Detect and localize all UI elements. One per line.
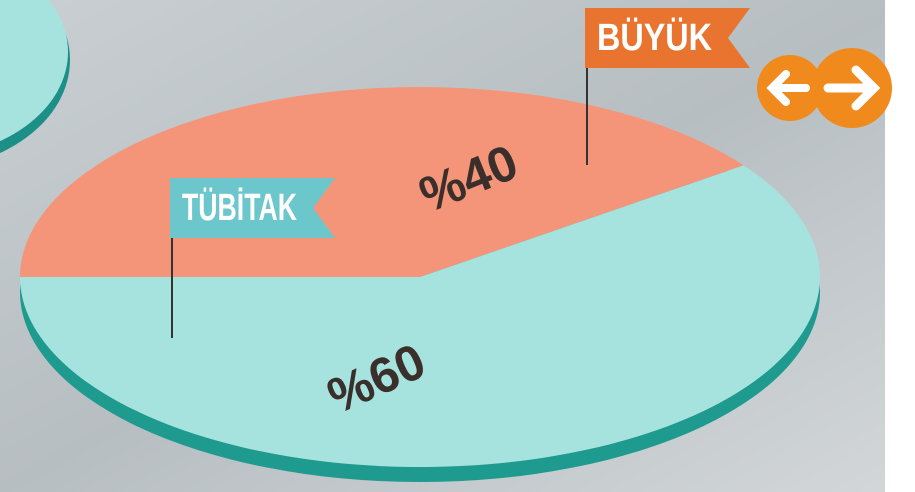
edge (885, 0, 915, 492)
flag (585, 8, 750, 68)
pie-slice (20, 165, 820, 467)
arrow-right-icon (823, 65, 881, 111)
flag (170, 178, 335, 238)
category-label: TÜBİTAK (182, 186, 297, 229)
decor-pie (0, 0, 68, 142)
category-label: BÜYÜK (597, 16, 712, 59)
arrows[interactable] (757, 48, 892, 128)
arrow-left-icon (766, 70, 810, 106)
